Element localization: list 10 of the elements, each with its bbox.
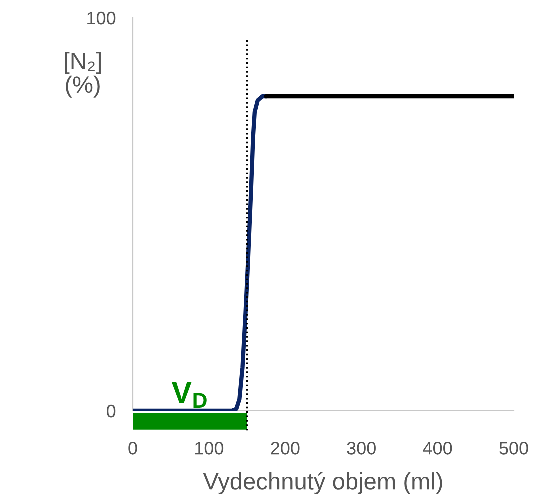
- x-axis-title: Vydechnutý objem (ml): [203, 472, 442, 495]
- x-tick-label: 100: [196, 442, 224, 455]
- line-series: [133, 94, 268, 411]
- x-tick-label: 0: [128, 442, 138, 455]
- x-tick-label: 200: [271, 442, 300, 455]
- x-tick-label: 400: [423, 442, 452, 455]
- annotation: V$_{D}$: [172, 382, 207, 408]
- x-tick-label: 500: [500, 442, 528, 455]
- x-tick-label: 300: [347, 442, 376, 455]
- y-axis-title: [N₂] (%): [65, 52, 101, 98]
